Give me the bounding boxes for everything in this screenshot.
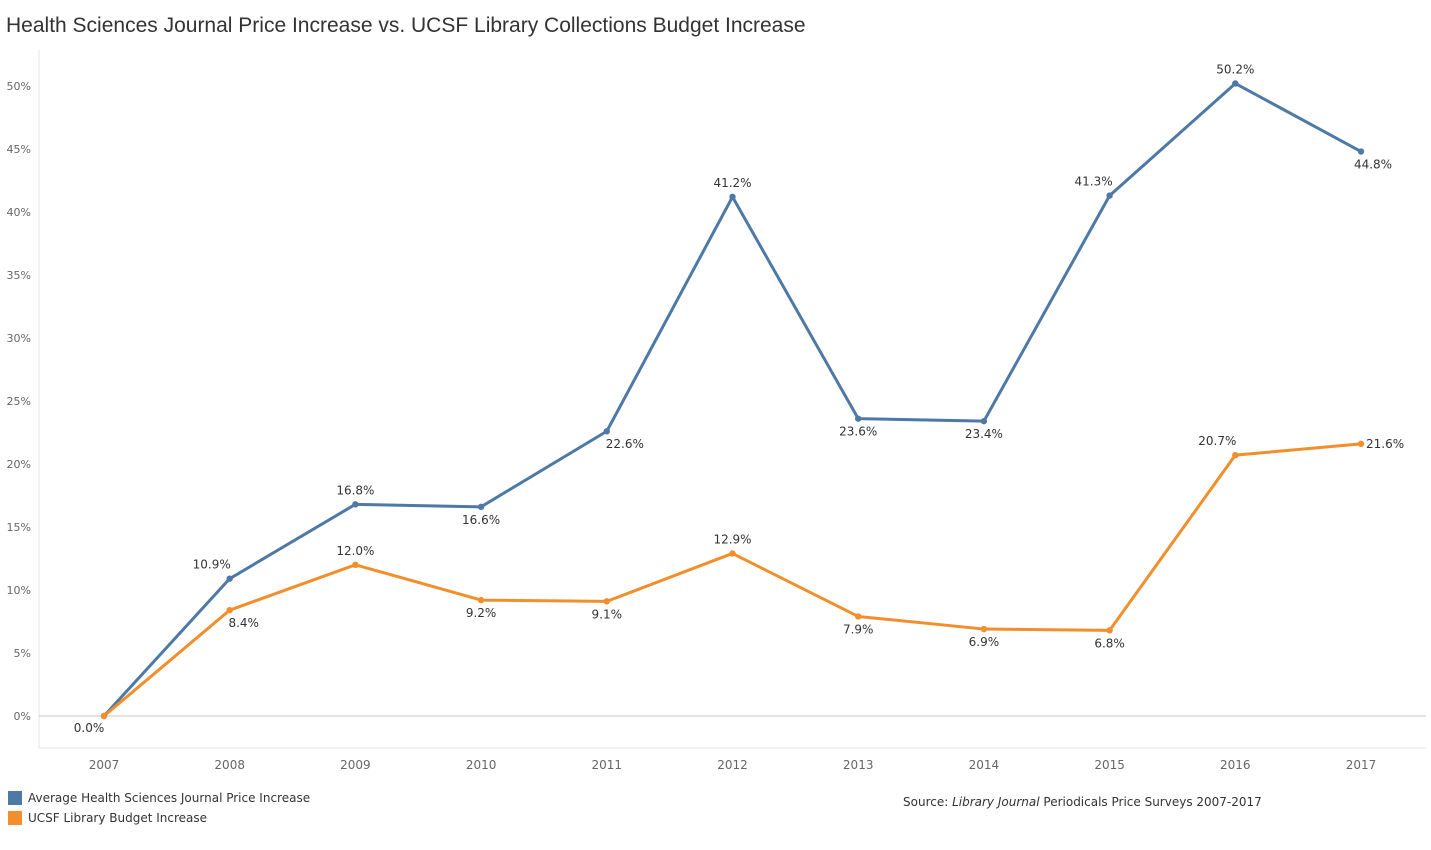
- x-tick-label: 2009: [340, 758, 371, 772]
- legend-item-budget[interactable]: UCSF Library Budget Increase: [8, 811, 207, 825]
- data-point: [855, 415, 862, 422]
- legend-label-budget: UCSF Library Budget Increase: [28, 811, 208, 825]
- data-label: 0.0%: [74, 721, 105, 735]
- data-label: 9.1%: [592, 607, 623, 621]
- data-point: [226, 575, 233, 582]
- data-point: [477, 596, 485, 604]
- x-tick-label: 2017: [1346, 758, 1377, 772]
- data-point: [1106, 192, 1113, 199]
- data-point: [1232, 80, 1239, 87]
- data-label: 23.4%: [965, 427, 1003, 441]
- data-label: 16.8%: [336, 483, 374, 497]
- series-line-1: [102, 442, 1363, 718]
- source-journal-name: Library Journal: [952, 795, 1040, 809]
- x-tick-label: 2008: [214, 758, 245, 772]
- y-tick-label: 5%: [14, 647, 31, 660]
- y-tick-label: 45%: [7, 143, 31, 156]
- data-label: 6.9%: [969, 635, 1000, 649]
- data-label: 41.2%: [713, 176, 751, 190]
- x-tick-label: 2015: [1094, 758, 1125, 772]
- data-label: 21.6%: [1366, 437, 1404, 451]
- data-point: [352, 561, 359, 568]
- data-label: 6.8%: [1094, 636, 1125, 650]
- data-point: [352, 501, 359, 508]
- y-tick-label: 15%: [7, 521, 31, 534]
- x-tick-label: 2010: [466, 758, 497, 772]
- y-tick-label: 50%: [7, 80, 31, 93]
- data-label: 12.0%: [336, 544, 374, 558]
- data-label: 10.9%: [193, 558, 231, 572]
- y-tick-label: 35%: [7, 269, 31, 282]
- data-label: 22.6%: [606, 437, 644, 451]
- data-point: [603, 598, 610, 605]
- data-point: [477, 503, 485, 511]
- legend-item-journal-price[interactable]: Average Health Sciences Journal Price In…: [8, 791, 310, 805]
- x-tick-label: 2013: [843, 758, 874, 772]
- legend-label-journal-price: Average Health Sciences Journal Price In…: [28, 791, 311, 805]
- data-label: 50.2%: [1216, 62, 1254, 76]
- legend-swatch-journal-price: [8, 791, 22, 805]
- data-point: [855, 613, 862, 620]
- x-tick-label: 2011: [592, 758, 623, 772]
- data-label: 44.8%: [1354, 158, 1392, 172]
- data-point: [1357, 148, 1365, 155]
- data-label: 41.3%: [1075, 175, 1113, 189]
- data-label: 20.7%: [1198, 434, 1236, 448]
- x-tick-label: 2012: [717, 758, 748, 772]
- source-suffix: Periodicals Price Surveys 2007-2017: [1039, 795, 1262, 809]
- data-point: [1357, 440, 1365, 448]
- y-tick-label: 25%: [7, 395, 31, 408]
- data-label: 23.6%: [839, 425, 877, 439]
- data-point: [226, 606, 233, 614]
- x-tick-label: 2014: [969, 758, 1000, 772]
- y-tick-label: 0%: [14, 710, 31, 723]
- chart-title: Health Sciences Journal Price Increase v…: [6, 14, 806, 37]
- x-tick-label: 2007: [89, 758, 120, 772]
- source-note: Source: Library Journal Periodicals Pric…: [903, 795, 1262, 809]
- data-point: [729, 550, 736, 557]
- data-label: 7.9%: [843, 622, 874, 636]
- data-label: 9.2%: [466, 606, 497, 620]
- data-label: 12.9%: [713, 532, 751, 546]
- y-tick-label: 30%: [7, 332, 31, 345]
- y-tick-label: 40%: [7, 206, 31, 219]
- legend-swatch-budget: [8, 811, 22, 825]
- data-point: [1106, 627, 1113, 634]
- x-tick-label: 2016: [1220, 758, 1251, 772]
- source-prefix: Source:: [903, 795, 953, 809]
- y-tick-label: 10%: [7, 584, 31, 597]
- data-point: [1232, 451, 1239, 459]
- data-point: [980, 417, 988, 425]
- data-label: 8.4%: [228, 616, 259, 630]
- data-label: 16.6%: [462, 513, 500, 527]
- data-point: [729, 193, 736, 201]
- y-tick-label: 20%: [7, 458, 31, 471]
- data-point: [980, 625, 988, 633]
- data-point: [100, 712, 108, 720]
- data-point: [603, 428, 610, 435]
